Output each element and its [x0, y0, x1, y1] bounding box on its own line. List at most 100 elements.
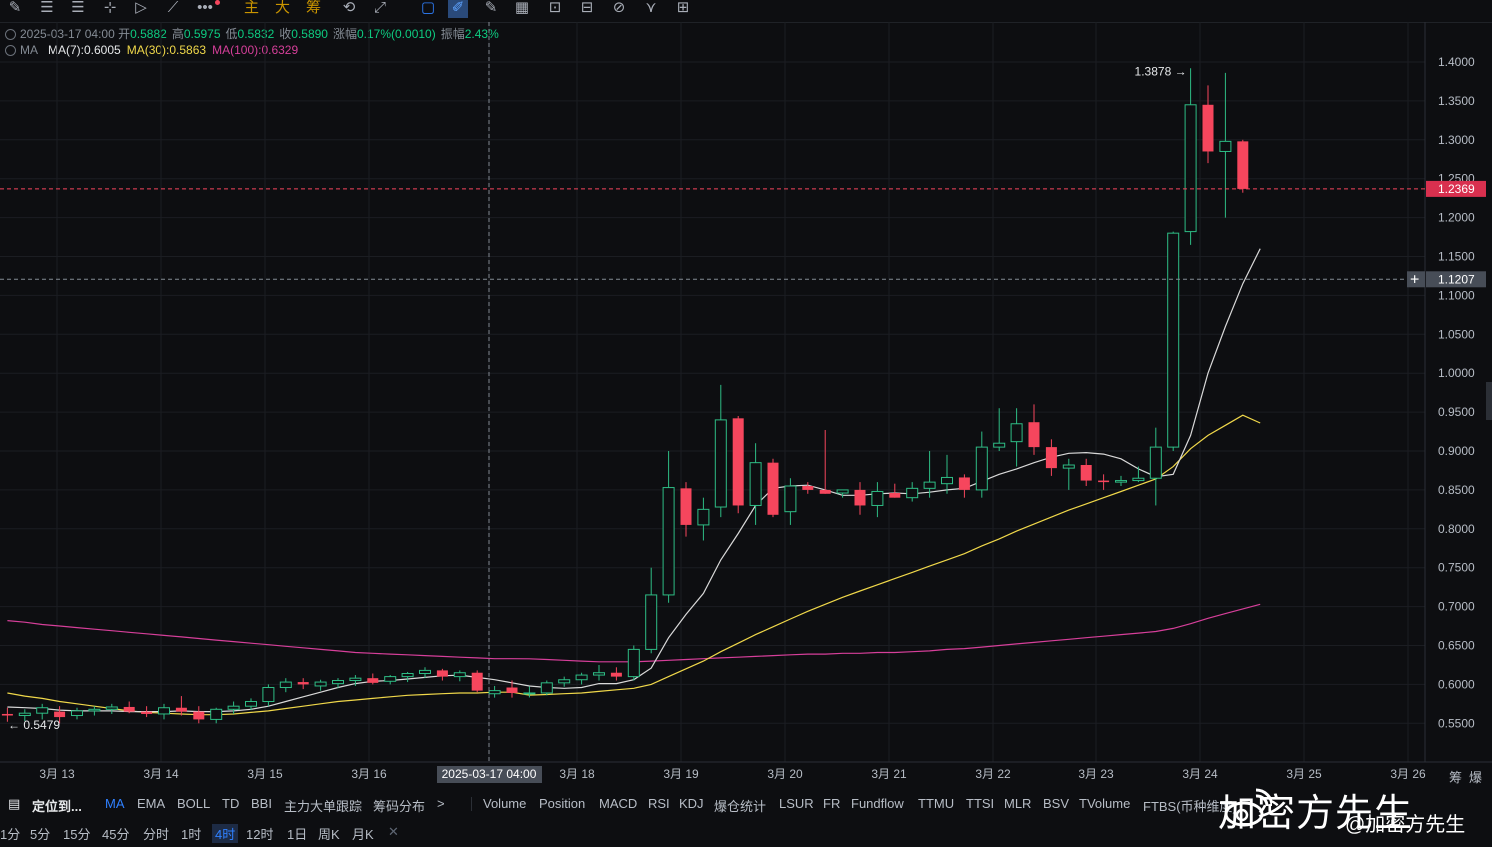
toolbar-tool-6[interactable]: •••	[197, 0, 213, 16]
candle-body-up[interactable]	[714, 419, 727, 508]
candle-body-up[interactable]	[975, 446, 988, 491]
indicator-tab-1[interactable]: EMA	[137, 796, 166, 811]
candle-body-up[interactable]	[749, 462, 762, 506]
toolbar-tool-0[interactable]: ✎	[8, 0, 22, 16]
candle-body-up[interactable]	[71, 710, 83, 717]
indicator-tab-12[interactable]: KDJ	[679, 796, 704, 811]
candle-body-up[interactable]	[993, 442, 1006, 448]
toolbar-tool-12[interactable]: ▢	[420, 0, 436, 16]
candle-body-down[interactable]	[1028, 422, 1040, 448]
candle-body-up[interactable]	[332, 680, 344, 685]
toolbar-tool-5[interactable]: ⟋	[167, 0, 179, 16]
candle-body-up[interactable]	[540, 682, 553, 694]
toolbar-tool-15[interactable]: ▦	[514, 0, 530, 16]
toolbar-tool-8[interactable]: 大	[275, 0, 291, 16]
candle-body-down[interactable]	[1237, 141, 1249, 189]
candle-body-down[interactable]	[802, 486, 814, 490]
candle-body-up[interactable]	[36, 707, 49, 714]
indicator-tab-16[interactable]: Fundflow	[851, 796, 904, 811]
interval-tab-7[interactable]: 12时	[246, 827, 274, 842]
candle-body-up[interactable]	[18, 712, 31, 717]
candle-body-down[interactable]	[506, 687, 518, 693]
candle-body-up[interactable]	[1010, 423, 1023, 443]
calendar-icon[interactable]: ▤	[8, 796, 21, 811]
toolbar-tool-18[interactable]: ⊘	[612, 0, 626, 16]
candle-body-up[interactable]	[88, 708, 101, 712]
toolbar-tool-17[interactable]: ⊟	[580, 0, 594, 16]
indicator-tab-9[interactable]: Position	[539, 796, 586, 811]
candle-body-up[interactable]	[384, 676, 397, 682]
indicator-tab-18[interactable]: TTSI	[966, 796, 995, 811]
toolbar-tool-19[interactable]: ⋎	[645, 0, 657, 16]
candle-body-up[interactable]	[105, 706, 118, 710]
candle-body-up[interactable]	[279, 681, 292, 689]
candle-body-down[interactable]	[1, 713, 13, 716]
candle-body-down[interactable]	[123, 706, 135, 712]
candle-body-up[interactable]	[923, 481, 936, 489]
interval-tab-0[interactable]: 1分	[0, 827, 21, 842]
scroll-handle[interactable]	[1486, 382, 1492, 420]
indicator-tab-11[interactable]: RSI	[648, 796, 670, 811]
toolbar-tool-4[interactable]: ▷	[135, 0, 147, 16]
candle-body-down[interactable]	[1080, 465, 1092, 481]
indicator-tab-6[interactable]: 筹码分布	[373, 799, 426, 814]
interval-tab-10[interactable]: 月K	[352, 827, 374, 842]
candle-body-up[interactable]	[662, 487, 675, 596]
candle-body-down[interactable]	[1045, 447, 1057, 469]
indicator-tab-2[interactable]: BOLL	[177, 796, 211, 811]
candle-body-up[interactable]	[1167, 232, 1180, 448]
candle-body-up[interactable]	[593, 672, 605, 676]
toolbar-tool-11[interactable]: ⤢	[373, 0, 386, 16]
candle-body-up[interactable]	[836, 489, 849, 494]
interval-tab-9[interactable]: 周K	[318, 827, 340, 842]
candle-body-up[interactable]	[627, 648, 640, 678]
interval-tab-8[interactable]: 1日	[287, 827, 308, 842]
candle-body-down[interactable]	[141, 711, 153, 714]
interval-tab-2[interactable]: 15分	[63, 827, 91, 842]
chart-mode-toggle-0[interactable]: 筹	[1449, 770, 1463, 785]
candle-body-up[interactable]	[158, 707, 170, 715]
candle-body-down[interactable]	[732, 418, 744, 506]
close-icon[interactable]: ✕	[388, 824, 399, 839]
interval-tab-6[interactable]: 4时	[212, 824, 239, 843]
toolbar-tool-1[interactable]: ☰	[40, 0, 54, 16]
candle-body-down[interactable]	[680, 488, 692, 525]
candle-body-up[interactable]	[558, 679, 571, 684]
candle-body-down[interactable]	[889, 493, 901, 498]
candle-body-up[interactable]	[1132, 477, 1145, 482]
toolbar-tool-13[interactable]: ✐	[448, 0, 468, 18]
toolbar-tool-9[interactable]: 筹	[306, 0, 322, 16]
candle-body-down[interactable]	[297, 682, 309, 685]
candle-body-down[interactable]	[767, 462, 779, 515]
candlestick-chart[interactable]: 1.40001.35001.30001.25001.20001.15001.10…	[0, 22, 1492, 790]
interval-tab-3[interactable]: 45分	[102, 827, 130, 842]
toolbar-tool-3[interactable]: ⊹	[103, 0, 117, 16]
candle-body-up[interactable]	[488, 690, 501, 695]
candle-body-down[interactable]	[193, 711, 205, 720]
candle-body-up[interactable]	[401, 673, 414, 678]
candle-body-up[interactable]	[314, 681, 327, 687]
candle-body-down[interactable]	[819, 489, 831, 494]
indicator-tab-19[interactable]: MLR	[1004, 796, 1032, 811]
indicator-tab-3[interactable]: TD	[222, 796, 240, 811]
candle-body-up[interactable]	[227, 705, 240, 710]
candle-body-up[interactable]	[697, 508, 710, 526]
indicator-tab-14[interactable]: LSUR	[779, 796, 814, 811]
indicator-tab-10[interactable]: MACD	[599, 796, 638, 811]
indicator-tab-22[interactable]: FTBS(币种维度)	[1143, 799, 1237, 814]
toolbar-tool-2[interactable]: ☰	[71, 0, 85, 16]
candle-body-up[interactable]	[210, 708, 223, 720]
candle-body-down[interactable]	[854, 489, 866, 506]
candle-body-down[interactable]	[610, 672, 622, 677]
indicator-tab-5[interactable]: 主力大单跟踪	[284, 799, 363, 814]
candle-body-up[interactable]	[419, 669, 431, 675]
candle-body-up[interactable]	[1115, 480, 1127, 483]
chart-mode-toggle-1[interactable]: 爆	[1469, 770, 1483, 785]
toolbar-tool-14[interactable]: ✎	[484, 0, 498, 16]
candle-body-down[interactable]	[1202, 104, 1214, 152]
candle-body-down[interactable]	[367, 678, 379, 683]
candle-body-down[interactable]	[175, 707, 187, 712]
indicator-tab-0[interactable]: MA	[105, 796, 125, 811]
candle-body-up[interactable]	[645, 594, 658, 650]
toolbar-tool-20[interactable]: ⊞	[676, 0, 690, 16]
